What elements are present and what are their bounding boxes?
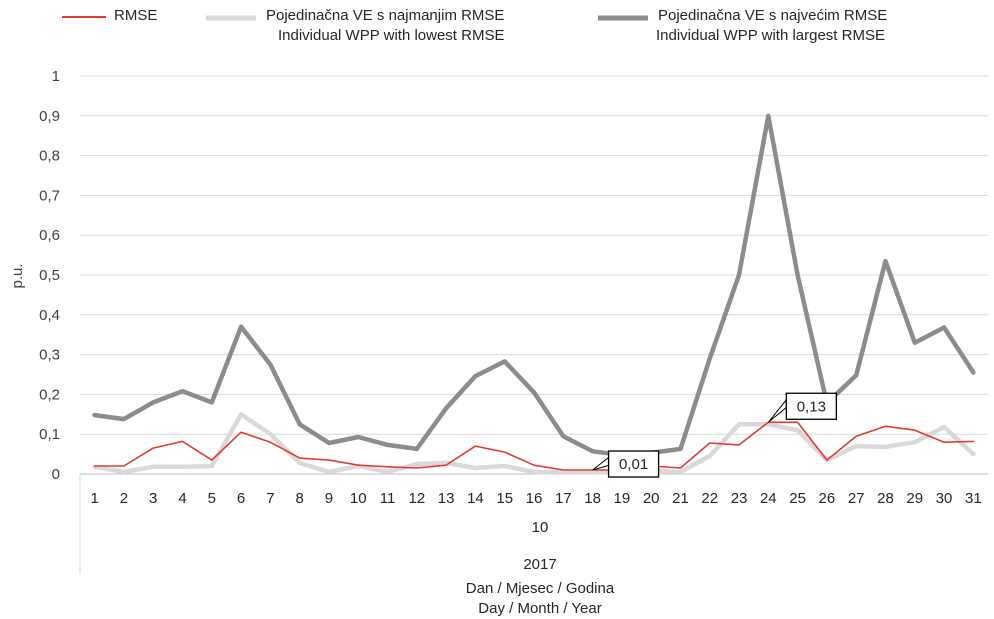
x-tick-label: 27 <box>848 490 865 507</box>
x-tick-label: 4 <box>178 490 186 507</box>
x-tick-label: 8 <box>296 490 304 507</box>
y-tick-label: 1 <box>52 68 60 85</box>
legend-swatch-lowest <box>206 15 256 21</box>
x-tick-label: 31 <box>965 490 982 507</box>
legend-item-rmse: RMSE <box>62 6 182 26</box>
x-tick-label: 10 <box>350 490 367 507</box>
y-tick-label: 0,3 <box>39 347 60 364</box>
y-tick-label: 0,6 <box>39 227 60 244</box>
y-tick-label: 0,5 <box>39 267 60 284</box>
y-axis-label: p.u. <box>9 263 26 288</box>
x-tick-label: 19 <box>614 490 631 507</box>
series-line-1 <box>92 412 976 475</box>
x-tick-label: 9 <box>325 490 333 507</box>
legend-swatch-rmse <box>62 16 106 18</box>
data-label-pointer <box>767 398 787 423</box>
legend-label-lowest-hr: Pojedinačna VE s najmanjim RMSE <box>266 7 505 24</box>
x-tick-label: 12 <box>408 490 425 507</box>
x-tick-label: 11 <box>380 490 396 507</box>
legend-label-largest-en: Individual WPP with largest RMSE <box>656 27 885 44</box>
x-tick-label: 26 <box>819 490 836 507</box>
data-label-box <box>607 450 660 478</box>
data-label-callout: 0,01 <box>592 450 660 478</box>
x-tick-label: 1 <box>90 490 98 507</box>
data-labels: 0,01 0,13 <box>592 392 837 478</box>
x-tick-label: 18 <box>584 490 601 507</box>
legend-label-rmse: RMSE <box>114 7 158 24</box>
x-tick-label: 20 <box>643 490 660 507</box>
y-tick-label: 0 <box>52 466 60 483</box>
x-tick-label: 14 <box>467 490 484 507</box>
x-tick-label: 3 <box>149 490 157 507</box>
legend-item-largest: Pojedinačna VE s najvećim RMSE Individua… <box>598 6 958 46</box>
x-axis-ticks: 1 2 3 4 5 6 7 8 9 10 11 12 13 14 15 16 17 18 19 20 21 22 23 24 2… <box>90 490 981 507</box>
y-tick-label: 0,7 <box>39 187 60 204</box>
x-tick-label: 15 <box>496 490 513 507</box>
x-tick-label: 16 <box>526 490 543 507</box>
y-tick-label: 0,2 <box>39 386 60 403</box>
legend-label-largest-hr: Pojedinačna VE s najvećim RMSE <box>658 7 888 24</box>
x-tick-label: 24 <box>760 490 777 507</box>
x-axis-title-hr: Dan / Mjesec / Godina <box>466 580 615 597</box>
x-tick-label: 21 <box>672 490 689 507</box>
gridlines <box>80 75 988 475</box>
data-label-box <box>785 392 837 420</box>
series-line-2 <box>92 113 976 458</box>
legend-swatch-largest <box>598 15 648 21</box>
legend-item-lowest: Pojedinačna VE s najmanjim RMSE Individu… <box>206 6 566 46</box>
y-tick-label: 0,8 <box>39 148 60 165</box>
x-tick-label: 17 <box>555 490 572 507</box>
y-axis-ticks: 0 0,1 0,2 0,3 0,4 0,5 0,6 0,7 0,8 0,9 1 <box>39 68 60 483</box>
data-label-pointer <box>592 456 610 471</box>
data-label-text: 0,01 <box>619 456 648 473</box>
x-tick-label: 13 <box>438 490 455 507</box>
x-tick-label: 23 <box>731 490 748 507</box>
x-tick-label: 2 <box>120 490 128 507</box>
x-tick-label: 25 <box>789 490 806 507</box>
x-tick-label: 28 <box>877 490 894 507</box>
series-line-0 <box>93 421 975 471</box>
x-tick-label: 29 <box>906 490 923 507</box>
data-label-text: 0,13 <box>797 398 826 415</box>
series-lines <box>92 113 976 475</box>
x-axis-month-label: 10 <box>532 519 549 536</box>
x-tick-label: 22 <box>701 490 718 507</box>
x-tick-label: 30 <box>936 490 953 507</box>
x-tick-label: 6 <box>237 490 245 507</box>
y-tick-label: 0,4 <box>39 307 60 324</box>
x-tick-label: 7 <box>266 490 274 507</box>
x-axis-year-label: 2017 <box>523 556 556 573</box>
y-tick-label: 0,1 <box>39 426 60 443</box>
data-label-callout: 0,13 <box>767 392 837 423</box>
y-tick-label: 0,9 <box>39 108 60 125</box>
x-axis-title-en: Day / Month / Year <box>478 600 601 617</box>
x-tick-label: 5 <box>208 490 216 507</box>
legend-label-lowest-en: Individual WPP with lowest RMSE <box>278 27 505 44</box>
